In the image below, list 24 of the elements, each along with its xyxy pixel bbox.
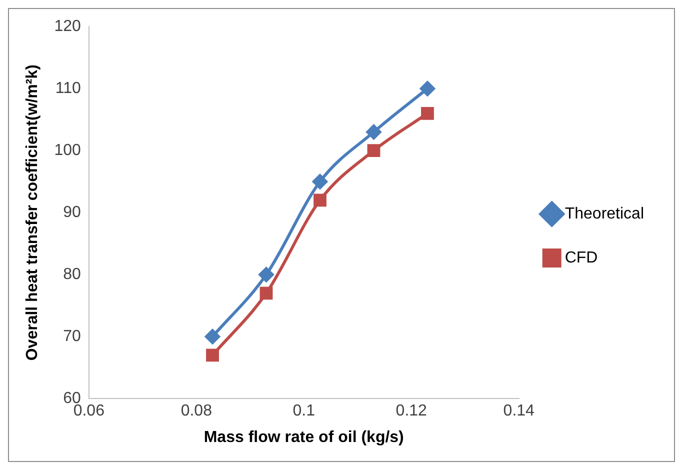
point [367,144,380,158]
x-tick-label: 0.08 [180,402,212,420]
point [312,174,328,190]
y-tick-label: 100 [54,142,81,160]
x-tick-label: 0.14 [503,402,535,420]
y-tick-label: 80 [63,266,81,284]
point [206,348,219,362]
point [420,81,435,96]
y-tick-label: 120 [54,18,81,36]
y-tick-label: 90 [63,204,81,222]
point [205,329,220,344]
x-tick-label: 0.12 [396,402,428,420]
legend-label: CFD [564,249,598,266]
legend-label: Theoretical [564,205,644,222]
point [421,106,434,120]
y-axis-title: Overall heat transfer coefficient(w/m²k) [24,64,42,361]
point [258,267,274,282]
y-tick-label: 110 [55,80,81,98]
point [260,286,273,300]
point [314,194,326,207]
y-tick-label: 70 [63,328,81,346]
point [366,124,382,140]
x-axis-title: Mass flow rate of oil (kg/s) [204,428,404,446]
x-tick-label: 0.1 [292,402,316,420]
